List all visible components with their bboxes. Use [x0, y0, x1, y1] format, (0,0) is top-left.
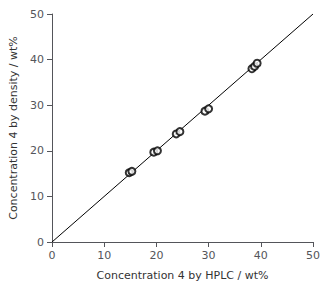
- svg-text:10: 10: [30, 190, 44, 203]
- svg-text:30: 30: [30, 99, 44, 112]
- svg-text:30: 30: [202, 249, 216, 262]
- svg-text:50: 50: [306, 249, 320, 262]
- svg-text:20: 20: [30, 144, 44, 157]
- svg-text:0: 0: [37, 236, 44, 249]
- svg-text:0: 0: [49, 249, 56, 262]
- svg-text:Concentration 4 by HPLC / wt%: Concentration 4 by HPLC / wt%: [97, 269, 269, 282]
- svg-text:10: 10: [97, 249, 111, 262]
- svg-text:20: 20: [149, 249, 163, 262]
- svg-text:40: 40: [30, 53, 44, 66]
- svg-text:50: 50: [30, 8, 44, 21]
- svg-text:Concentration 4 by density / w: Concentration 4 by density / wt%: [7, 36, 20, 220]
- svg-text:40: 40: [254, 249, 268, 262]
